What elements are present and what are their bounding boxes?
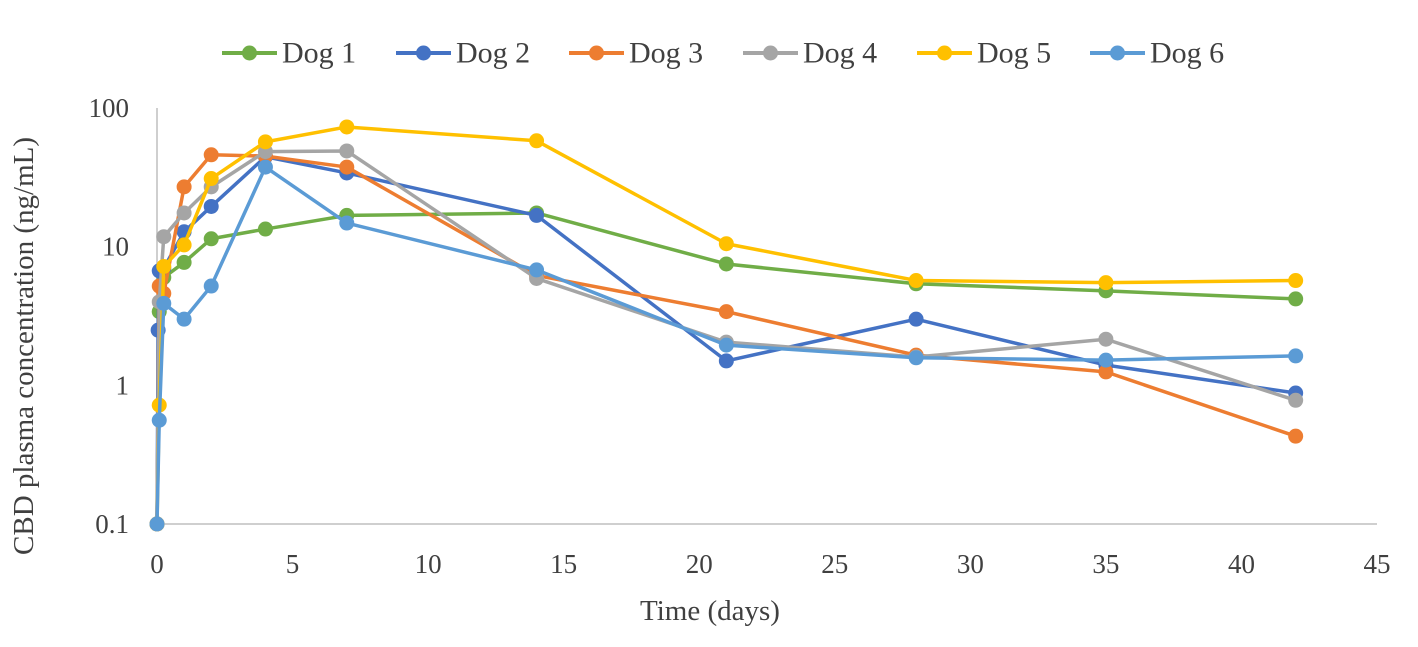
x-axis-title: Time (days) <box>640 595 780 627</box>
x-tick-label: 45 <box>1364 549 1391 579</box>
series-dog-4 <box>149 143 1304 532</box>
x-tick-label: 5 <box>286 549 300 579</box>
data-point-dog-1 <box>718 256 734 272</box>
data-point-dog-5 <box>1288 273 1304 289</box>
legend-label-dog-3: Dog 3 <box>629 37 703 70</box>
data-point-dog-1 <box>1288 291 1304 307</box>
data-point-dog-5 <box>257 134 273 150</box>
data-point-dog-6 <box>718 337 734 353</box>
legend-label-dog-6: Dog 6 <box>1150 37 1224 70</box>
data-point-dog-3 <box>1098 364 1114 380</box>
legend-label-dog-1: Dog 1 <box>282 37 356 70</box>
legend-marker-dog-1 <box>242 45 257 61</box>
data-point-dog-6 <box>176 311 192 327</box>
legend-marker-dog-3 <box>589 45 604 61</box>
x-tick-label: 30 <box>957 549 984 579</box>
legend-label-dog-5: Dog 5 <box>977 37 1051 70</box>
y-tick-label: 100 <box>89 93 130 123</box>
x-tick-label: 35 <box>1092 549 1119 579</box>
data-point-dog-5 <box>718 236 734 252</box>
data-point-dog-4 <box>176 205 192 221</box>
data-point-dog-6 <box>1288 348 1304 364</box>
data-point-dog-3 <box>339 159 355 175</box>
y-tick-label: 1 <box>116 370 130 400</box>
data-point-dog-2 <box>718 353 734 369</box>
series-dog-6 <box>149 159 1304 532</box>
data-point-dog-6 <box>156 295 172 311</box>
series-group <box>149 119 1304 532</box>
legend-marker-dog-6 <box>1110 45 1125 61</box>
data-point-dog-4 <box>156 229 172 245</box>
legend: Dog 1 Dog 2 Dog 3 Dog 4 Dog 5 Dog 6 <box>222 37 1224 70</box>
data-point-dog-3 <box>1288 428 1304 444</box>
data-point-dog-4 <box>1288 392 1304 408</box>
x-tick-label: 20 <box>686 549 713 579</box>
x-tick-label: 10 <box>415 549 442 579</box>
legend-item-dog-5: Dog 5 <box>917 37 1051 70</box>
legend-item-dog-2: Dog 2 <box>396 37 530 70</box>
legend-marker-dog-4 <box>763 45 778 61</box>
x-tick-label: 15 <box>550 549 577 579</box>
data-point-dog-2 <box>203 198 219 214</box>
data-point-dog-6 <box>257 159 273 175</box>
data-point-dog-6 <box>151 412 167 428</box>
data-point-dog-5 <box>529 133 545 149</box>
legend-item-dog-1: Dog 1 <box>222 37 356 70</box>
data-point-dog-2 <box>529 207 545 223</box>
data-point-dog-4 <box>1098 331 1114 347</box>
data-point-dog-5 <box>1098 275 1114 291</box>
data-point-dog-6 <box>149 516 165 532</box>
legend-marker-dog-2 <box>416 45 431 61</box>
legend-item-dog-3: Dog 3 <box>569 37 703 70</box>
data-point-dog-5 <box>176 237 192 253</box>
x-tick-label: 25 <box>821 549 848 579</box>
y-tick-label: 0.1 <box>95 509 129 539</box>
data-point-dog-5 <box>203 171 219 187</box>
data-point-dog-4 <box>339 143 355 159</box>
y-axis-title: CBD plasma concentration (ng/mL) <box>8 137 40 555</box>
data-point-dog-6 <box>1098 352 1114 368</box>
legend-item-dog-6: Dog 6 <box>1090 37 1224 70</box>
series-line-dog-4 <box>155 149 1298 526</box>
data-point-dog-1 <box>257 221 273 237</box>
legend-label-dog-4: Dog 4 <box>803 37 877 70</box>
data-point-dog-6 <box>203 278 219 294</box>
data-point-dog-3 <box>176 179 192 195</box>
series-line-dog-5 <box>155 125 1298 526</box>
x-tick-label: 0 <box>150 549 164 579</box>
data-point-dog-5 <box>339 119 355 135</box>
data-point-dog-6 <box>908 350 924 366</box>
data-point-dog-6 <box>339 215 355 231</box>
y-tick-labels: 0.1 1 10 100 <box>89 93 130 539</box>
data-point-dog-3 <box>203 147 219 163</box>
x-tick-label: 40 <box>1228 549 1255 579</box>
data-point-dog-3 <box>718 304 734 320</box>
data-point-dog-2 <box>908 311 924 327</box>
legend-marker-dog-5 <box>937 45 952 61</box>
legend-item-dog-4: Dog 4 <box>743 37 877 70</box>
series-dog-5 <box>149 119 1304 532</box>
data-point-dog-1 <box>176 254 192 270</box>
data-point-dog-6 <box>529 262 545 278</box>
data-point-dog-5 <box>908 273 924 289</box>
data-point-dog-5 <box>156 258 172 274</box>
series-line-dog-6 <box>155 165 1298 526</box>
x-tick-labels: 0 5 10 15 20 25 30 35 40 45 <box>150 549 1390 579</box>
legend-label-dog-2: Dog 2 <box>456 37 530 70</box>
y-tick-label: 10 <box>102 232 129 262</box>
data-point-dog-1 <box>203 231 219 247</box>
